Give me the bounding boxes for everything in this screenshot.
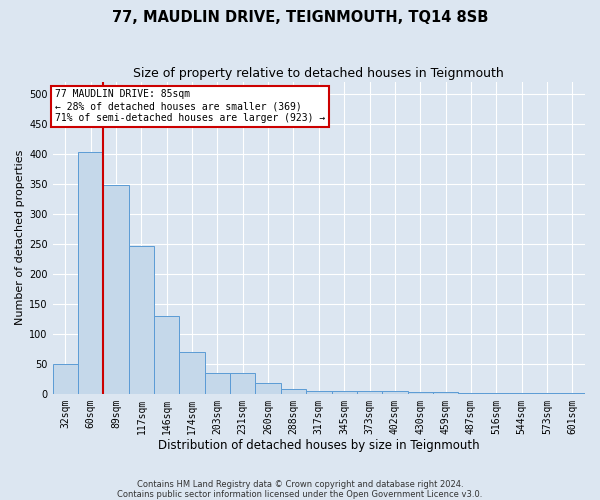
Bar	[281, 389, 306, 394]
Bar	[458, 392, 484, 394]
Bar	[306, 391, 332, 394]
Bar	[129, 246, 154, 394]
Bar	[509, 392, 535, 394]
Bar	[78, 152, 103, 394]
Bar	[407, 392, 433, 394]
Title: Size of property relative to detached houses in Teignmouth: Size of property relative to detached ho…	[133, 68, 504, 80]
Bar	[230, 373, 256, 394]
Bar	[154, 316, 179, 394]
Text: Contains HM Land Registry data © Crown copyright and database right 2024.
Contai: Contains HM Land Registry data © Crown c…	[118, 480, 482, 499]
Text: 77, MAUDLIN DRIVE, TEIGNMOUTH, TQ14 8SB: 77, MAUDLIN DRIVE, TEIGNMOUTH, TQ14 8SB	[112, 10, 488, 25]
Bar	[256, 383, 281, 394]
Bar	[205, 373, 230, 394]
Bar	[103, 185, 129, 394]
Bar	[53, 364, 78, 394]
Bar	[433, 392, 458, 394]
Bar	[560, 392, 585, 394]
Y-axis label: Number of detached properties: Number of detached properties	[15, 150, 25, 326]
Bar	[332, 391, 357, 394]
Bar	[484, 392, 509, 394]
Text: 77 MAUDLIN DRIVE: 85sqm
← 28% of detached houses are smaller (369)
71% of semi-d: 77 MAUDLIN DRIVE: 85sqm ← 28% of detache…	[55, 90, 326, 122]
Bar	[535, 392, 560, 394]
X-axis label: Distribution of detached houses by size in Teignmouth: Distribution of detached houses by size …	[158, 440, 479, 452]
Bar	[357, 391, 382, 394]
Bar	[179, 352, 205, 394]
Bar	[382, 391, 407, 394]
